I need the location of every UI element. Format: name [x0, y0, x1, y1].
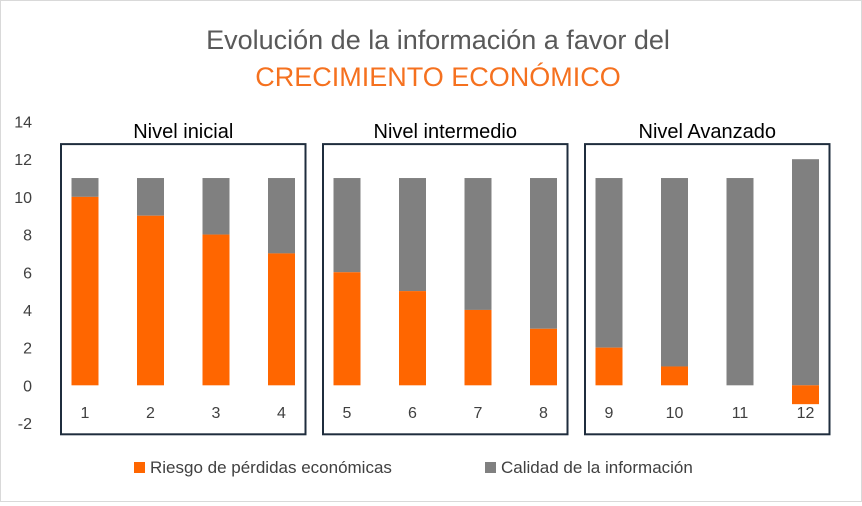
x-tick-label: 4	[277, 405, 286, 422]
x-tick-label: 11	[732, 405, 749, 422]
y-tick-label: 0	[23, 378, 32, 395]
legend-label-1: Riesgo de pérdidas económicas	[150, 458, 392, 477]
x-tick-label: 3	[212, 405, 221, 422]
chart-title: Evolución de la información a favor del	[206, 25, 670, 55]
bar-riesgo-9	[595, 347, 623, 386]
level-box-3	[584, 143, 831, 436]
bar-riesgo-6	[399, 291, 426, 386]
bar-calidad-4	[268, 178, 295, 254]
y-tick-label: -2	[18, 416, 32, 433]
chart-subtitle: CRECIMIENTO ECONÓMICO	[255, 61, 621, 92]
bar-calidad-2	[137, 178, 164, 216]
level-label-2: Nivel intermedio	[374, 121, 517, 143]
y-tick-label: 10	[14, 190, 32, 207]
bar-riesgo-2	[137, 215, 164, 386]
bar-riesgo-1	[71, 196, 99, 386]
y-axis-ticks: 14 12 10 8 6 4 2 0 -2	[14, 115, 32, 434]
bar-riesgo-5	[333, 272, 361, 386]
bar-calidad-10	[661, 178, 688, 367]
y-tick-label: 14	[14, 115, 32, 132]
x-tick-label: 1	[81, 405, 90, 422]
legend-swatch-1	[134, 462, 145, 473]
y-tick-label: 12	[14, 152, 32, 169]
bar-calidad-6	[399, 178, 426, 292]
level-box-1	[60, 143, 307, 436]
level-box-2	[322, 143, 569, 436]
bar-calidad-3	[202, 178, 230, 235]
x-tick-label: 10	[666, 405, 684, 422]
x-tick-label: 9	[605, 405, 614, 422]
bars	[71, 159, 819, 405]
x-tick-label: 12	[797, 405, 815, 422]
bar-riesgo-3	[202, 234, 230, 386]
y-tick-label: 6	[23, 265, 32, 282]
bar-calidad-1	[71, 178, 99, 197]
bar-calidad-9	[595, 178, 623, 348]
x-tick-label: 2	[146, 405, 155, 422]
bar-calidad-5	[333, 178, 361, 273]
x-axis-categories: 1 2 3 4 5 6 7 8 9 10 11 12	[81, 405, 815, 422]
bar-riesgo-4	[268, 253, 295, 386]
bar-riesgo-10	[661, 366, 688, 386]
bar-calidad-12	[792, 159, 819, 386]
y-tick-label: 4	[23, 303, 32, 320]
legend-swatch-2	[485, 462, 496, 473]
x-tick-label: 5	[343, 405, 352, 422]
bar-calidad-11	[726, 178, 754, 386]
x-tick-label: 7	[474, 405, 483, 422]
bar-riesgo-7	[464, 309, 492, 386]
x-tick-label: 8	[539, 405, 548, 422]
level-label-1: Nivel inicial	[133, 121, 233, 143]
level-groups: Nivel inicial Nivel intermedio Nivel Avanz…	[60, 121, 831, 436]
y-tick-label: 8	[23, 228, 32, 245]
bar-calidad-8	[530, 178, 557, 329]
legend-label-2: Calidad de la información	[501, 458, 693, 477]
x-tick-label: 6	[408, 405, 417, 422]
bar-riesgo-8	[530, 328, 557, 386]
bar-calidad-7	[464, 178, 492, 310]
level-label-3: Nivel Avanzado	[639, 121, 777, 143]
bar-riesgo-12	[792, 385, 819, 405]
legend: Riesgo de pérdidas económicas Calidad de …	[134, 458, 693, 477]
y-tick-label: 2	[23, 341, 32, 358]
